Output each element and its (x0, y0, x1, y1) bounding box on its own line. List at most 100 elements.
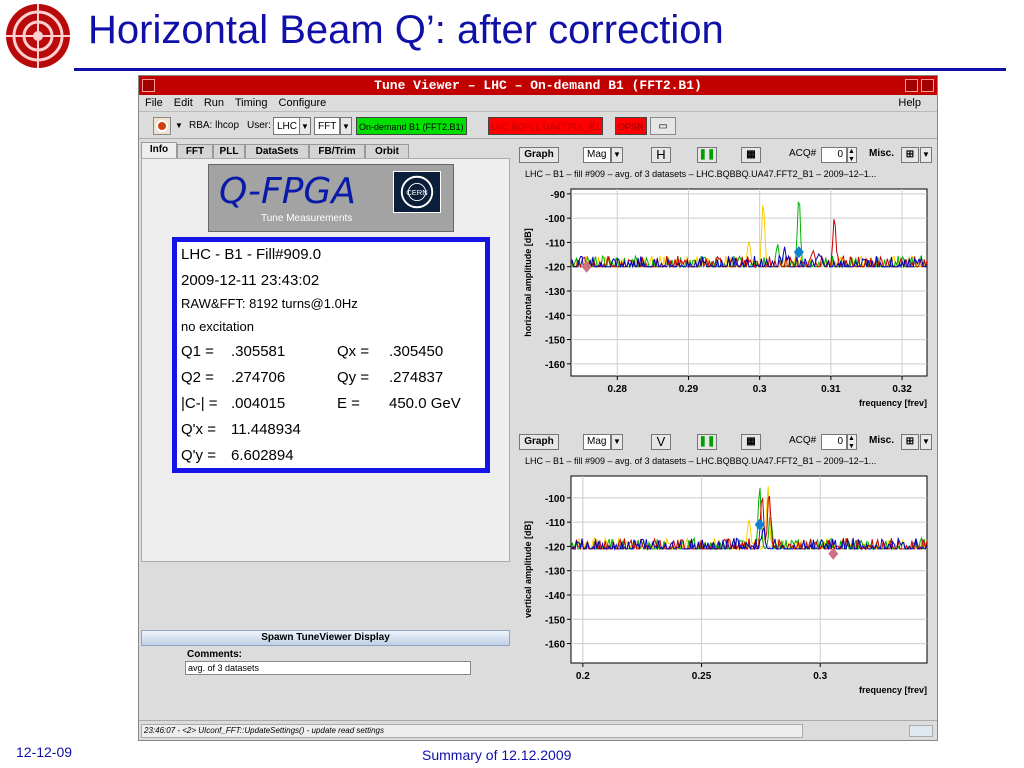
spawn-tuneviewer-button[interactable]: Spawn TuneViewer Display (141, 630, 510, 646)
excitation-info: no excitation (181, 319, 254, 334)
y-tick-label: -100 (545, 214, 565, 225)
acq-spinner[interactable]: 0 (821, 147, 847, 163)
acq-spinner-arrows-icon[interactable]: ▲ ▼ (847, 434, 857, 450)
qfpga-logo-subtitle: Tune Measurements (261, 213, 353, 224)
tab-pll[interactable]: PLL (213, 144, 245, 158)
status-message: 23:46:07 - <2> UIconf_FFT::UpdateSetting… (141, 724, 803, 738)
tab-datasets[interactable]: DataSets (245, 144, 309, 158)
misc-grid-icon[interactable]: ⊞ (901, 147, 919, 163)
menu-bar: File Edit Run Timing Configure Help (139, 95, 937, 111)
misc-grid-icon[interactable]: ⊞ (901, 434, 919, 450)
plot-caption-h: LHC – B1 – fill #909 – avg. of 3 dataset… (525, 169, 877, 179)
tab-orbit[interactable]: Orbit (365, 144, 409, 158)
y-tick-label: -160 (545, 360, 565, 371)
toolbar-menu-arrow-icon[interactable]: ▼ (175, 121, 183, 130)
y-tick-label: -150 (545, 336, 565, 347)
chromaticity-x-label: Q'x = (181, 421, 216, 438)
pause-plot-icon[interactable]: ❚❚ (697, 147, 717, 163)
spectrum-series-line (570, 246, 927, 269)
mag-select-arrow-icon[interactable]: ▼ (611, 434, 623, 450)
tune-marker (581, 260, 592, 273)
tab-fft[interactable]: FFT (177, 144, 213, 158)
horizontal-plot-panel: Graph Mag ▼ H ❚❚ ▦ ACQ# 0 ▲ ▼ Misc. ⊞ ▼ L… (519, 145, 937, 425)
menu-file[interactable]: File (145, 97, 163, 109)
ops-chip[interactable]: OPSR (615, 117, 647, 135)
misc-label: Misc. (869, 435, 895, 446)
qfpga-logo-text: Q-FPGA (219, 171, 356, 212)
lhc-logo-icon (6, 4, 70, 68)
tab-fb-trim[interactable]: FB/Trim (309, 144, 365, 158)
pll-chip[interactable]: LHC.BQPLL.UA47.PLL_B1 (488, 117, 604, 135)
plane-button-h[interactable]: H (651, 147, 671, 163)
q2-value: .274706 (231, 369, 286, 386)
mag-select-arrow-icon[interactable]: ▼ (611, 147, 623, 163)
menu-edit[interactable]: Edit (173, 97, 193, 109)
menu-help[interactable]: Help (898, 97, 921, 109)
slide-title: Horizontal Beam Q’: after correction (88, 8, 724, 52)
maximize-icon[interactable] (921, 79, 934, 92)
plot-area (570, 475, 928, 664)
monitor-icon[interactable]: ▭ (650, 117, 676, 135)
graph-button[interactable]: Graph (519, 147, 559, 163)
app-icon[interactable] (153, 117, 171, 135)
minimize-icon[interactable] (905, 79, 918, 92)
qx-value: .305450 (389, 343, 444, 360)
y-tick-label: -120 (545, 542, 565, 553)
rba-label: RBA: lhcop (189, 120, 240, 131)
menu-configure[interactable]: Configure (278, 97, 327, 109)
comments-field[interactable]: avg. of 3 datasets (185, 661, 471, 675)
acq-spinner[interactable]: 0 (821, 434, 847, 450)
menu-run[interactable]: Run (203, 97, 225, 109)
x-tick-label: 0.3 (753, 384, 767, 395)
play-icon[interactable] (235, 740, 273, 741)
mag-select[interactable]: Mag (583, 147, 611, 163)
misc-arrow-icon[interactable]: ▼ (920, 147, 932, 163)
plot-toolbar-h: Graph Mag ▼ H ❚❚ ▦ ACQ# 0 ▲ ▼ Misc. ⊞ ▼ (519, 145, 937, 165)
y-tick-label: -150 (545, 615, 565, 626)
y-tick-label: -130 (545, 567, 565, 578)
menu-timing[interactable]: Timing (234, 97, 268, 109)
graph-button[interactable]: Graph (519, 434, 559, 450)
acq-spinner-arrows-icon[interactable]: ▲ ▼ (847, 147, 857, 163)
resize-grip-icon[interactable] (909, 725, 933, 737)
table-icon[interactable]: ▦ (741, 434, 761, 450)
slide-footer: Summary of 12.12.2009 (422, 747, 572, 763)
left-panel: Info FFT PLL DataSets FB/Trim Orbit Q-FP… (139, 142, 512, 720)
coupling-label: |C-| = (181, 395, 218, 412)
qy-value: .274837 (389, 369, 444, 386)
tab-info[interactable]: Info (141, 142, 177, 158)
energy-value: 450.0 GeV (389, 395, 461, 412)
toolbar: ▼ RBA: lhcop User: LHC ▼ FFT ▼ On-demand… (139, 111, 937, 139)
spectrum-series-line (570, 527, 928, 551)
plot-caption-v: LHC – B1 – fill #909 – avg. of 3 dataset… (525, 456, 877, 466)
chromaticity-y-label: Q'y = (181, 447, 216, 464)
table-icon[interactable]: ▦ (741, 147, 761, 163)
misc-label: Misc. (869, 148, 895, 159)
fast-forward-icon[interactable] (282, 740, 320, 741)
mag-select[interactable]: Mag (583, 434, 611, 450)
tab-bar: Info FFT PLL DataSets FB/Trim Orbit (139, 142, 512, 158)
x-tick-label: 0.29 (679, 384, 699, 395)
qx-label: Qx = (337, 343, 370, 360)
mode-select[interactable]: FFT (314, 117, 341, 135)
acq-label: ACQ# (789, 435, 817, 446)
user-select-arrow-icon[interactable]: ▼ (299, 117, 311, 135)
plane-button-v[interactable]: V (651, 434, 671, 450)
y-tick-label: -110 (546, 518, 566, 529)
device-chip[interactable]: On-demand B1 (FFT2.B1) (356, 117, 467, 135)
mode-select-arrow-icon[interactable]: ▼ (340, 117, 352, 135)
comments-label: Comments: (187, 649, 243, 660)
pause-plot-icon[interactable]: ❚❚ (697, 434, 717, 450)
y-axis-label: horizontal amplitude [dB] (523, 228, 533, 337)
user-label: User: (247, 120, 271, 131)
window-titlebar[interactable]: Tune Viewer – LHC – On-demand B1 (FFT2.B… (139, 76, 937, 95)
chromaticity-x-value: 11.448934 (231, 421, 301, 438)
y-tick-label: -130 (545, 287, 565, 298)
plot-toolbar-v: Graph Mag ▼ V ❚❚ ▦ ACQ# 0 ▲ ▼ Misc. ⊞ ▼ (519, 432, 937, 452)
user-select[interactable]: LHC (273, 117, 302, 135)
tune-marker (754, 518, 765, 531)
misc-arrow-icon[interactable]: ▼ (920, 434, 932, 450)
tune-marker (828, 547, 839, 560)
window-menu-icon[interactable] (142, 79, 155, 92)
info-tab-panel: Q-FPGA Tune Measurements CERN LHC - B1 -… (141, 158, 510, 562)
